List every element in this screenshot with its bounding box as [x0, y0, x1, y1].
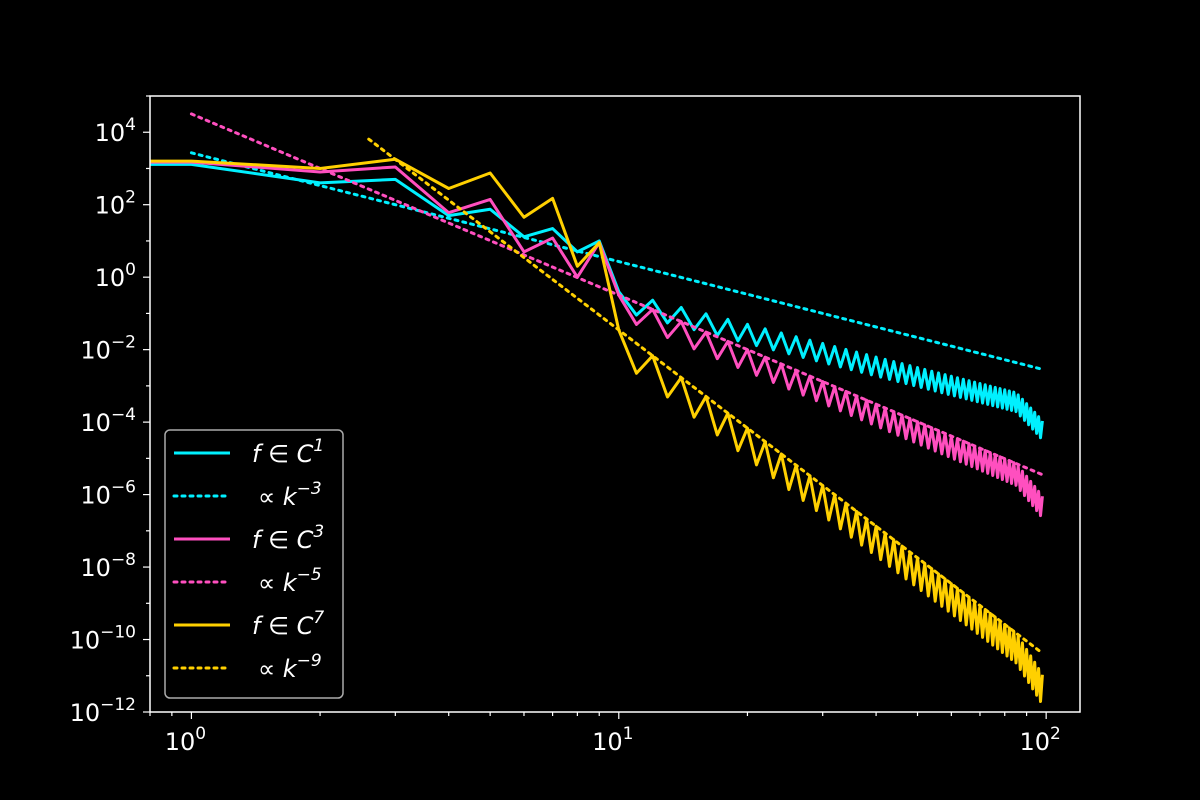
y-tick-label: 100: [95, 260, 136, 292]
series-line-4: [189, 112, 1044, 477]
y-tick-label: 10−12: [70, 695, 136, 727]
legend-label-1: f ∈ C1: [252, 436, 324, 468]
legend-label-3: f ∈ C3: [252, 522, 324, 554]
legend: f ∈ C1 ∝ k−3 f ∈ C3 ∝ k−5 f ∈ C7 ∝ k−9: [164, 429, 344, 699]
series-layer: [150, 112, 1044, 703]
legend-label-2: ∝ k−3: [258, 479, 322, 511]
legend-label-4: ∝ k−5: [258, 565, 322, 597]
x-axis: 100 101 102: [149, 712, 1061, 756]
y-axis: 104 102 100 10−2 10−4 10−6 10−8 10−10 10−12: [70, 95, 150, 727]
y-tick-label: 10−6: [80, 478, 136, 510]
series-line-2: [189, 151, 1044, 371]
x-tick-label: 102: [1019, 724, 1060, 756]
y-tick-label: 10−4: [80, 405, 136, 437]
legend-label-5: f ∈ C7: [252, 608, 324, 640]
series-line-1: [150, 162, 1044, 440]
y-tick-label: 10−2: [80, 333, 136, 365]
y-tick-label: 104: [95, 115, 136, 147]
legend-label-6: ∝ k−9: [258, 651, 322, 683]
series-line-3: [150, 160, 1044, 518]
y-tick-label: 102: [95, 188, 136, 220]
series-line-5: [150, 157, 1044, 703]
y-tick-label: 10−8: [80, 550, 136, 582]
series-line-6: [367, 137, 1044, 655]
plot-frame: [149, 95, 1081, 713]
y-tick-label: 10−10: [70, 623, 136, 655]
x-tick-label: 101: [592, 724, 633, 756]
x-tick-label: 100: [165, 724, 206, 756]
